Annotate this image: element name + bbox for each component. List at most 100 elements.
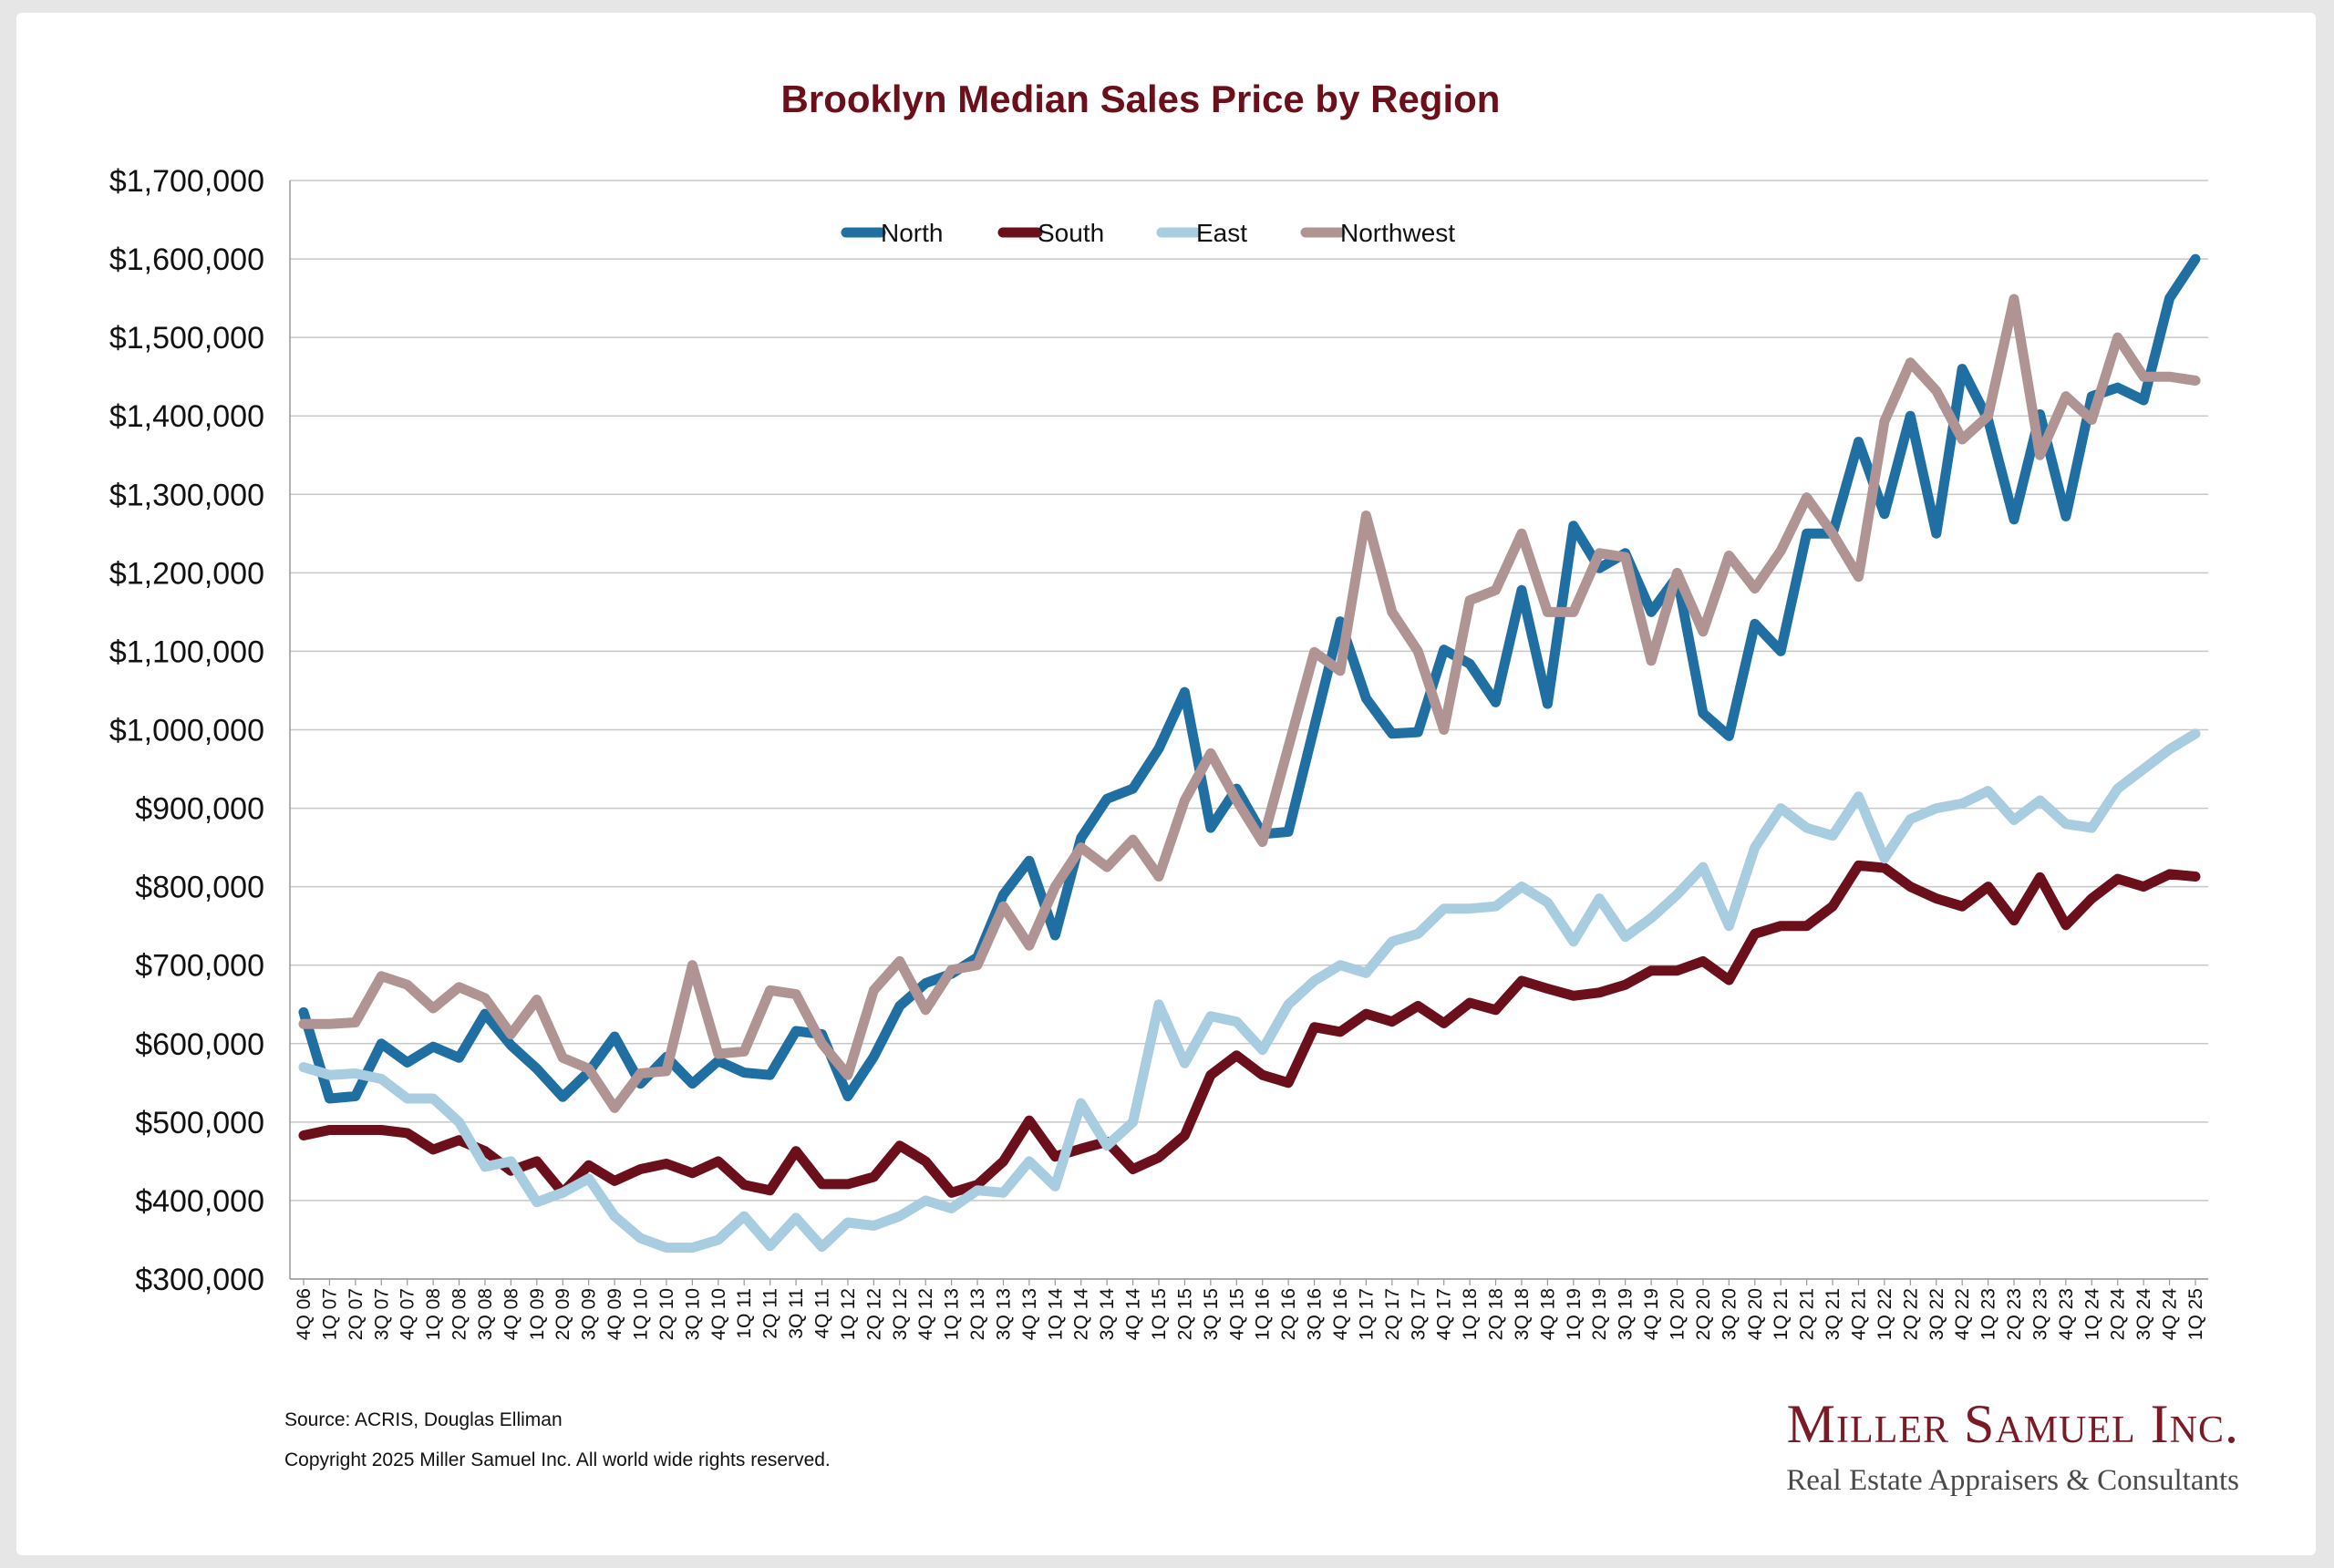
x-tick-label: 2Q 18 bbox=[1486, 1288, 1507, 1340]
x-tick-label: 3Q 13 bbox=[993, 1288, 1014, 1340]
x-tick-label: 1Q 16 bbox=[1253, 1288, 1274, 1340]
x-tick-label: 4Q 17 bbox=[1434, 1288, 1455, 1340]
x-tick-label: 3Q 12 bbox=[890, 1288, 911, 1340]
x-tick-label: 2Q 19 bbox=[1589, 1288, 1610, 1340]
legend-label-east: East bbox=[1196, 219, 1247, 247]
x-tick-label: 4Q 14 bbox=[1123, 1288, 1144, 1341]
x-tick-label: 1Q 11 bbox=[734, 1288, 755, 1339]
y-tick-label: $1,100,000 bbox=[109, 634, 264, 669]
series-line-northwest bbox=[298, 294, 2201, 1113]
x-tick-label: 4Q 16 bbox=[1330, 1288, 1351, 1340]
y-tick-label: $1,400,000 bbox=[109, 399, 264, 434]
chart-canvas: Brooklyn Median Sales Price by Region $3… bbox=[109, 77, 2208, 1341]
x-tick-label: 2Q 15 bbox=[1174, 1288, 1195, 1340]
x-tick-label: 2Q 20 bbox=[1693, 1288, 1714, 1340]
x-tick-label: 2Q 10 bbox=[656, 1288, 677, 1340]
x-tick-label: 1Q 23 bbox=[1978, 1288, 1999, 1340]
legend-label-south: South bbox=[1038, 219, 1104, 247]
y-tick-label: $900,000 bbox=[135, 792, 264, 827]
y-tick-label: $500,000 bbox=[135, 1106, 264, 1140]
x-tick-label: 1Q 09 bbox=[527, 1288, 548, 1340]
x-tick-label: 3Q 15 bbox=[1201, 1288, 1222, 1340]
x-tick-label: 4Q 11 bbox=[811, 1288, 832, 1339]
x-tick-label: 4Q 24 bbox=[2160, 1288, 2181, 1341]
legend-label-north: North bbox=[881, 219, 943, 247]
x-tick-label: 3Q 14 bbox=[1097, 1288, 1118, 1341]
x-tick-label: 1Q 15 bbox=[1149, 1288, 1170, 1340]
x-tick-label: 2Q 11 bbox=[760, 1288, 781, 1339]
chart-title: Brooklyn Median Sales Price by Region bbox=[781, 77, 1501, 120]
source-note: Source: ACRIS, Douglas Elliman bbox=[284, 1409, 563, 1430]
x-tick-label: 2Q 21 bbox=[1797, 1288, 1818, 1340]
x-tick-label: 1Q 12 bbox=[838, 1288, 859, 1340]
x-tick-label: 1Q 18 bbox=[1460, 1288, 1481, 1340]
x-tick-label: 4Q 23 bbox=[2056, 1288, 2077, 1340]
x-tick-label: 4Q 12 bbox=[915, 1288, 936, 1340]
x-tick-label: 4Q 06 bbox=[294, 1288, 315, 1340]
x-tick-label: 1Q 20 bbox=[1668, 1288, 1689, 1340]
x-tick-label: 2Q 13 bbox=[967, 1288, 988, 1340]
x-tick-label: 2Q 09 bbox=[553, 1288, 573, 1340]
x-tick-label: 1Q 25 bbox=[2185, 1288, 2206, 1340]
series-line-north bbox=[298, 253, 2201, 1104]
x-tick-label: 3Q 16 bbox=[1305, 1288, 1326, 1340]
x-tick-label: 4Q 10 bbox=[708, 1288, 729, 1340]
x-tick-label: 1Q 17 bbox=[1356, 1288, 1377, 1340]
x-tick-label: 2Q 23 bbox=[2004, 1288, 2025, 1340]
y-tick-label: $1,000,000 bbox=[109, 714, 264, 748]
x-tick-label: 1Q 21 bbox=[1771, 1288, 1792, 1340]
series-line-east bbox=[298, 728, 2201, 1253]
x-tick-label: 2Q 12 bbox=[863, 1288, 884, 1340]
x-tick-label: 3Q 23 bbox=[2029, 1288, 2050, 1340]
y-tick-label: $1,300,000 bbox=[109, 478, 264, 512]
x-tick-label: 1Q 19 bbox=[1564, 1288, 1585, 1340]
x-tick-label: 3Q 17 bbox=[1408, 1288, 1429, 1340]
x-tick-label: 4Q 15 bbox=[1226, 1288, 1247, 1340]
x-tick-label: 4Q 08 bbox=[501, 1288, 522, 1340]
x-tick-label: 3Q 08 bbox=[475, 1288, 496, 1340]
x-tick-label: 1Q 07 bbox=[319, 1288, 340, 1340]
y-tick-label: $1,700,000 bbox=[109, 164, 264, 199]
chart-card: Brooklyn Median Sales Price by Region $3… bbox=[16, 13, 2316, 1555]
legend-label-northwest: Northwest bbox=[1340, 219, 1455, 247]
x-tick-label: 3Q 18 bbox=[1512, 1288, 1533, 1340]
y-tick-label: $800,000 bbox=[135, 871, 264, 905]
x-tick-label: 3Q 11 bbox=[786, 1288, 807, 1339]
x-tick-label: 3Q 21 bbox=[1823, 1288, 1843, 1340]
x-tick-label: 3Q 19 bbox=[1616, 1288, 1637, 1340]
x-tick-label: 2Q 16 bbox=[1278, 1288, 1299, 1340]
y-tick-label: $1,600,000 bbox=[109, 242, 264, 277]
logo-tagline: Real Estate Appraisers & Consultants bbox=[1786, 1464, 2239, 1497]
x-tick-label: 4Q 19 bbox=[1641, 1288, 1662, 1340]
x-tick-label: 2Q 08 bbox=[449, 1288, 470, 1340]
x-tick-label: 4Q 20 bbox=[1745, 1288, 1766, 1340]
x-tick-label: 2Q 22 bbox=[1900, 1288, 1921, 1340]
copyright-note: Copyright 2025 Miller Samuel Inc. All wo… bbox=[284, 1449, 831, 1470]
y-tick-label: $1,200,000 bbox=[109, 556, 264, 591]
x-tick-label: 3Q 20 bbox=[1719, 1288, 1740, 1340]
x-tick-label: 1Q 24 bbox=[2081, 1288, 2102, 1341]
x-tick-label: 2Q 07 bbox=[346, 1288, 367, 1340]
x-tick-label: 3Q 10 bbox=[682, 1288, 703, 1340]
series-line-south bbox=[298, 860, 2201, 1198]
x-tick-label: 4Q 22 bbox=[1952, 1288, 1973, 1340]
x-tick-label: 1Q 22 bbox=[1874, 1288, 1895, 1340]
logo-name: Miller Samuel Inc. bbox=[1786, 1394, 2239, 1454]
x-tick-label: 2Q 14 bbox=[1071, 1288, 1092, 1341]
x-tick-label: 2Q 17 bbox=[1382, 1288, 1403, 1340]
x-tick-label: 3Q 22 bbox=[1926, 1288, 1947, 1340]
x-tick-label: 4Q 21 bbox=[1848, 1288, 1869, 1340]
x-tick-label: 1Q 08 bbox=[423, 1288, 444, 1340]
y-tick-label: $600,000 bbox=[135, 1027, 264, 1062]
x-tick-label: 4Q 13 bbox=[1019, 1288, 1040, 1340]
y-tick-label: $400,000 bbox=[135, 1184, 264, 1219]
y-tick-label: $1,500,000 bbox=[109, 321, 264, 356]
y-tick-label: $700,000 bbox=[135, 949, 264, 984]
x-tick-label: 1Q 13 bbox=[942, 1288, 963, 1340]
x-tick-label: 3Q 07 bbox=[371, 1288, 392, 1340]
x-tick-label: 3Q 09 bbox=[579, 1288, 600, 1340]
x-tick-label: 4Q 09 bbox=[604, 1288, 625, 1340]
x-tick-label: 4Q 07 bbox=[398, 1288, 418, 1340]
x-tick-label: 2Q 24 bbox=[2108, 1288, 2129, 1341]
x-tick-label: 4Q 18 bbox=[1537, 1288, 1558, 1340]
